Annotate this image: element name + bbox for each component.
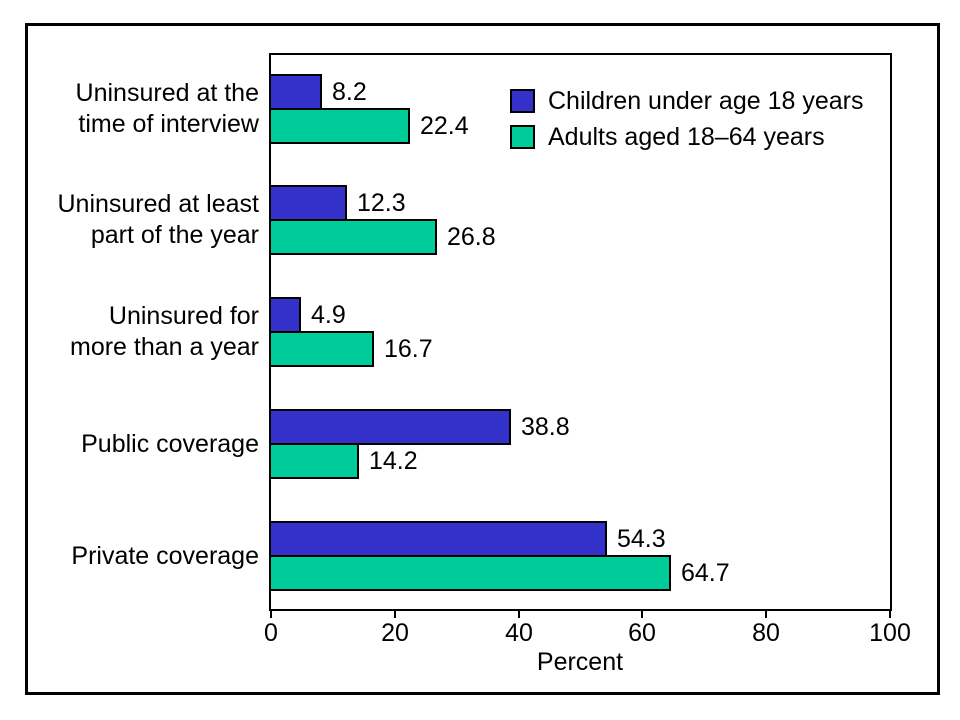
bar-value-label: 64.7 [681,559,730,587]
bar-children-3 [271,409,511,445]
category-label-4: Private coverage [71,542,259,570]
bar-adults-1 [271,219,437,255]
bar-adults-0 [271,108,410,144]
category-label-1: Uninsured at least part of the year [57,190,259,249]
x-axis-tick [270,609,272,618]
legend-row-adults: Adults aged 18–64 years [510,122,863,152]
x-axis-tick-label: 60 [628,619,656,647]
bar-value-label: 54.3 [617,525,666,553]
x-axis-tick [518,609,520,618]
legend-swatch-children-icon [510,89,535,113]
bar-adults-4 [271,555,671,591]
bar-adults-2 [271,331,374,367]
bar-value-label: 26.8 [447,223,496,251]
legend-label-children: Children under age 18 years [548,87,864,115]
legend-label-adults: Adults aged 18–64 years [548,123,825,151]
bar-value-label: 12.3 [357,189,406,217]
x-axis-tick-label: 80 [752,619,780,647]
bar-value-label: 14.2 [369,447,418,475]
x-axis-tick-label: 0 [264,619,278,647]
category-label-3: Public coverage [81,430,259,458]
bar-adults-3 [271,443,359,479]
plot-area: 8.2 22.4 12.3 26.8 4.9 16.7 38.8 14.2 54.3 64.7 [269,53,892,611]
x-axis-tick [394,609,396,618]
legend-row-children: Children under age 18 years [510,86,863,116]
bar-value-label: 8.2 [332,78,367,106]
x-axis-tick-label: 40 [505,619,533,647]
bar-value-label: 4.9 [311,301,346,329]
bar-children-1 [271,185,347,221]
x-axis-tick [641,609,643,618]
bar-value-label: 22.4 [420,112,469,140]
x-axis-tick [889,609,891,618]
category-label-0: Uninsured at the time of interview [75,79,259,138]
bar-children-2 [271,297,301,333]
bar-children-0 [271,74,322,110]
bar-value-label: 38.8 [521,413,570,441]
legend-swatch-adults-icon [510,125,535,149]
x-axis-tick-label: 20 [381,619,409,647]
legend: Children under age 18 years Adults aged … [510,86,863,158]
x-axis-title: Percent [536,648,624,676]
bar-children-4 [271,521,607,557]
x-axis-tick [765,609,767,618]
bar-value-label: 16.7 [384,335,433,363]
x-axis-tick-label: 100 [869,619,911,647]
category-label-2: Uninsured for more than a year [70,302,259,361]
